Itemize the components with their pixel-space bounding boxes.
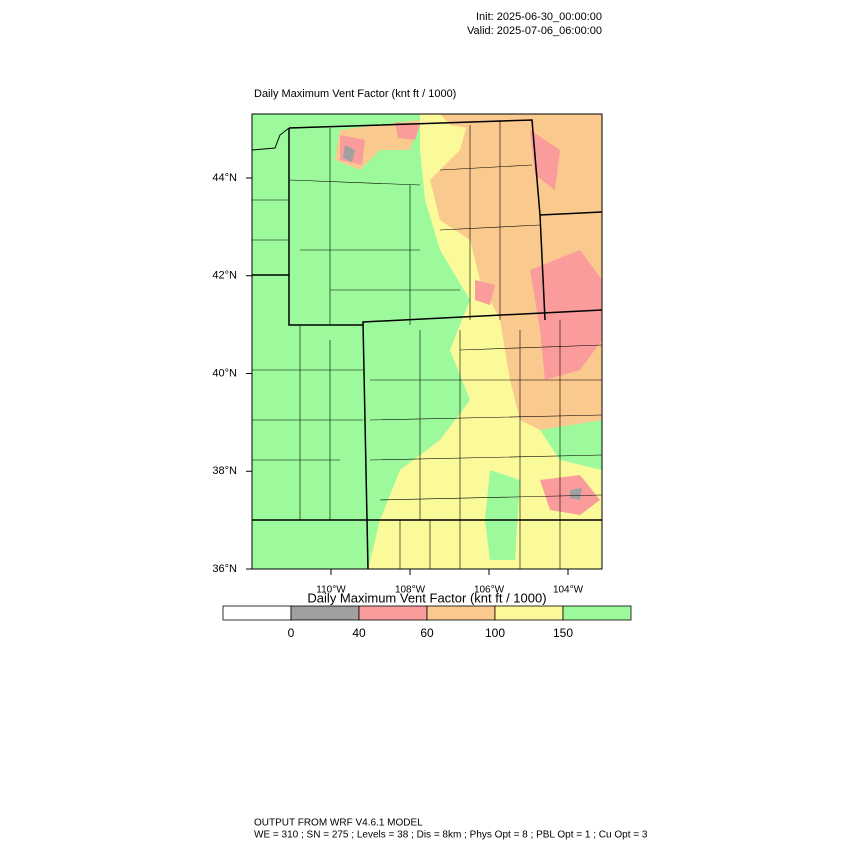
colorbar-box [290,605,360,621]
colorbar-label: 0 [288,626,295,640]
colorbar-label: 40 [352,626,366,640]
colorbar-box [426,605,496,621]
colorbar-label: 60 [420,626,434,640]
lat-label: 38°N [212,465,237,477]
footer-line: OUTPUT FROM WRF V4.6.1 MODEL [254,818,423,829]
map-title: Daily Maximum Vent Factor (knt ft / 1000… [254,88,456,100]
valid-time: Valid: 2025-07-06_06:00:00 [467,25,602,37]
colorbar-box [358,605,428,621]
colorbar: 0 40 60 100 150 [222,605,632,640]
lon-label: 110°W [316,585,346,596]
lat-label: 40°N [212,367,237,379]
colorbar-label: 150 [553,626,573,640]
colorbar-box [494,605,564,621]
lon-label: 108°W [395,585,426,596]
lat-label: 42°N [212,270,237,282]
lon-label: 104°W [553,585,584,596]
colorbar-box [222,605,292,621]
colorbar-title: Daily Maximum Vent Factor (knt ft / 1000… [307,590,546,605]
colorbar-box [562,605,632,621]
init-time: Init: 2025-06-30_00:00:00 [476,11,602,23]
lat-labels: 44°N 42°N 40°N 38°N 36°N [212,172,252,575]
lon-labels: 110°W 108°W 106°W 104°W [316,569,584,596]
map [251,113,603,570]
lat-label: 44°N [212,172,237,184]
lon-label: 106°W [474,585,505,596]
footer-line: WE = 310 ; SN = 275 ; Levels = 38 ; Dis … [254,830,648,841]
lat-label: 36°N [212,563,237,575]
colorbar-label: 100 [485,626,505,640]
